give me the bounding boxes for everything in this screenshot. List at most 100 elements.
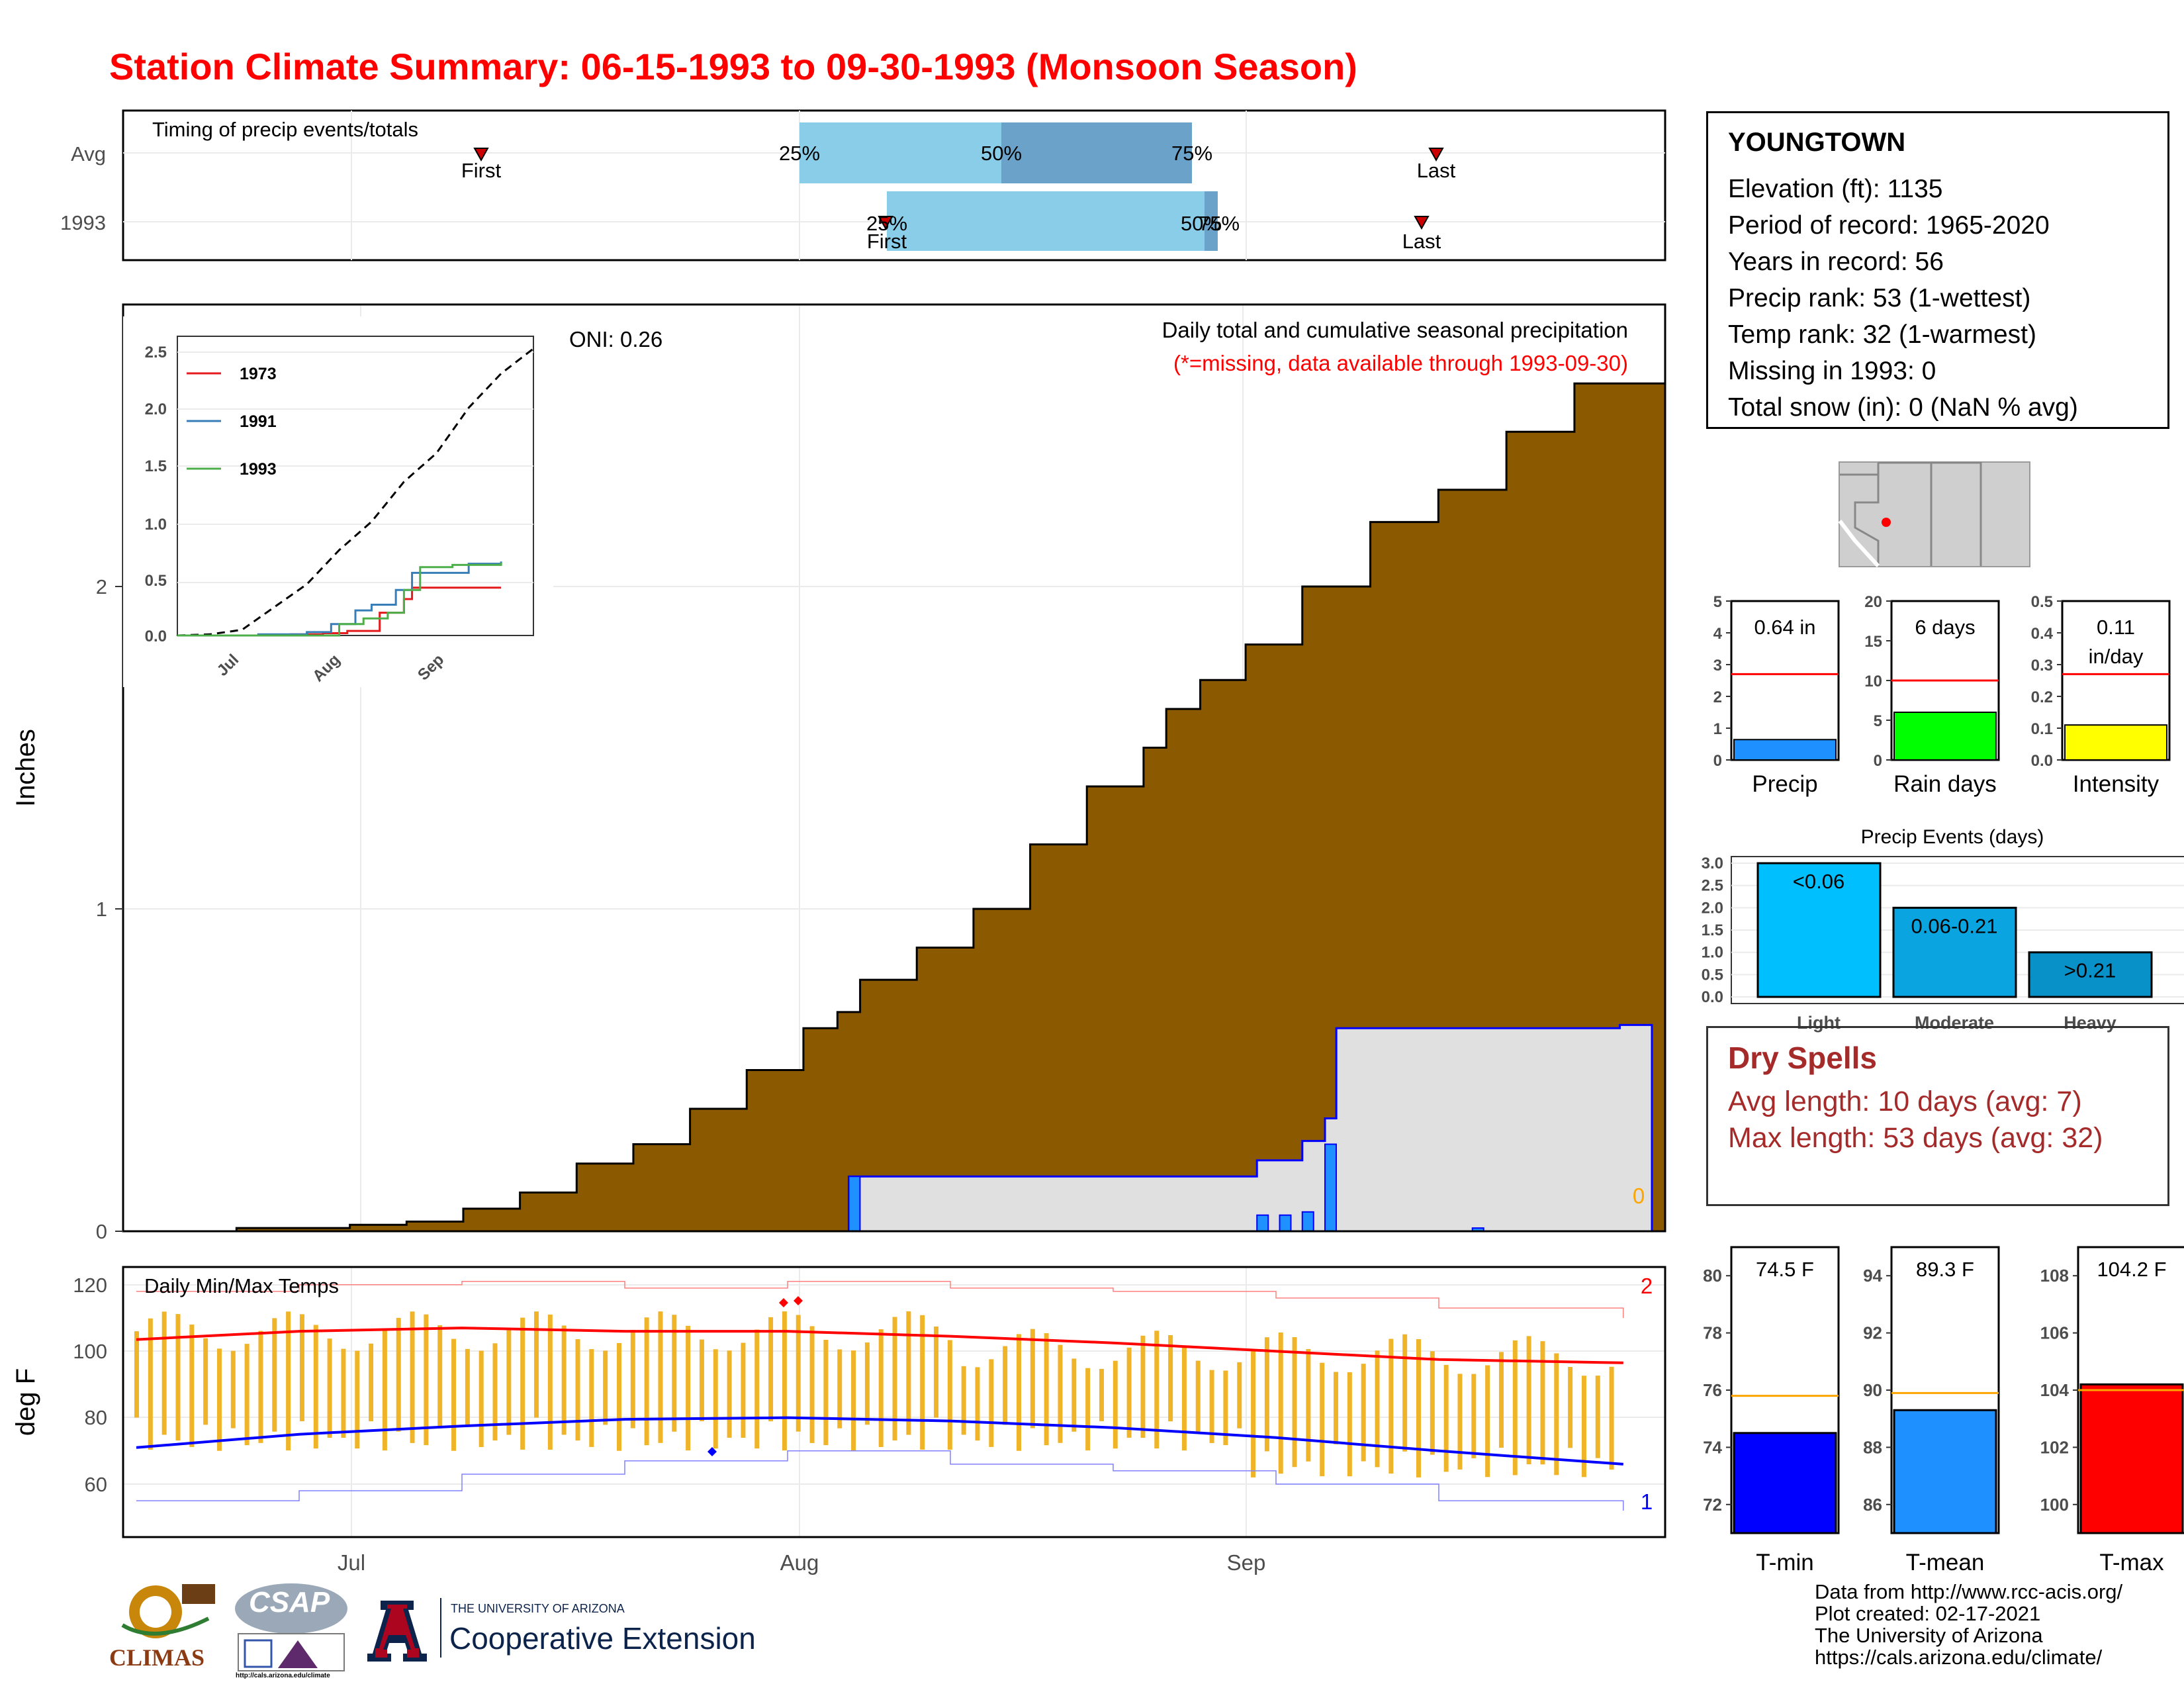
daily-temp-bar xyxy=(1526,1336,1531,1465)
daily-temp-bar xyxy=(203,1338,208,1425)
daily-temp-bar xyxy=(396,1317,401,1432)
daily-temp-bar xyxy=(1568,1367,1573,1448)
obs-25-50-bar xyxy=(887,191,1205,251)
mini-bar-charts: 0 1 2 3 4 5 0.64 in Precip 0 5 10 15 20 6 days Rain da… xyxy=(1713,593,2171,797)
daily-temp-bar xyxy=(520,1317,525,1450)
temp-bar-tick: 86 xyxy=(1863,1495,1882,1515)
temp-bar-label: T-mean xyxy=(1906,1550,1985,1575)
daily-temp-bar xyxy=(534,1311,539,1418)
daily-temp-bar xyxy=(561,1325,567,1435)
temp-bar-tick: 104 xyxy=(2040,1380,2070,1400)
temp-bar-value xyxy=(1893,1409,1997,1534)
daily-temp-bar xyxy=(1085,1368,1091,1451)
daily-temp-bar xyxy=(616,1342,621,1451)
locator-map xyxy=(1839,461,2030,567)
legend-label-1993: 1993 xyxy=(240,460,277,479)
avg-50-75-bar xyxy=(1001,122,1192,183)
events-y-tick: 1.0 xyxy=(1702,944,1723,962)
station-temp-rank: Temp rank: 32 (1-warmest) xyxy=(1728,320,2036,349)
legend-label-1973: 1973 xyxy=(240,365,277,383)
precip-chart: 0 1 2 Inches ONI: 0.26 Daily total and c… xyxy=(11,303,1666,1243)
daily-temp-bar xyxy=(244,1344,250,1446)
daily-temp-bar xyxy=(230,1350,236,1429)
temp-bar-tick: 106 xyxy=(2040,1323,2069,1343)
observed-cumulative-area xyxy=(123,1023,1653,1233)
temp-bar-tick: 90 xyxy=(1863,1380,1882,1400)
events-y-tick: 2.0 xyxy=(1702,899,1723,917)
station-snow: Total snow (in): 0 (NaN % avg) xyxy=(1728,393,2078,422)
temp-bar-label: T-min xyxy=(1756,1550,1814,1575)
obs-50-75-bar xyxy=(1205,191,1218,251)
inset-legend: 1973 1991 1993 xyxy=(187,365,277,479)
events-y-tick: 3.0 xyxy=(1702,855,1723,872)
events-bar-moderate xyxy=(1892,906,2017,998)
inset-average-line xyxy=(177,348,534,637)
precip-y-ticks: 0 1 2 xyxy=(96,575,107,1243)
avg-first-label: First xyxy=(461,159,502,182)
obs-p75-label: 75% xyxy=(1199,212,1240,235)
daily-temp-bar xyxy=(134,1331,139,1418)
events-y-tick: 0.5 xyxy=(1702,966,1723,984)
obs-p25-label: 25% xyxy=(866,212,907,235)
daily-temp-bar xyxy=(1306,1349,1311,1462)
record-low-line xyxy=(136,1450,1624,1511)
mini-bar-label: Intensity xyxy=(2073,771,2160,797)
temp-y-tick-80: 80 xyxy=(85,1406,107,1429)
ua-big-text: Cooperative Extension xyxy=(449,1621,756,1656)
temp-y-tick-120: 120 xyxy=(73,1274,107,1297)
daily-temp-bar xyxy=(699,1339,704,1421)
daily-temp-bar xyxy=(1347,1372,1352,1477)
daily-temp-bar xyxy=(492,1343,498,1441)
record-low-count: 1 xyxy=(1641,1489,1653,1514)
temp-bar-t-max: 100 102 104 106 108 104.2 F T-max xyxy=(2040,1246,2184,1575)
precip-events-chart: Precip Events (days) 0.0 0.5 1.0 1.5 2.0 2.5 3… xyxy=(1702,826,2184,1033)
daily-temp-bar xyxy=(686,1325,691,1451)
daily-temp-bar xyxy=(1416,1339,1422,1477)
dry-spells-max: Max length: 53 days (avg: 32) xyxy=(1728,1122,2103,1154)
temp-ylabel: deg F xyxy=(11,1368,40,1436)
daily-temp-bar xyxy=(1168,1335,1173,1422)
temp-bar-tick: 92 xyxy=(1863,1323,1882,1343)
daily-temp-bar xyxy=(961,1366,966,1435)
inset-series-1991 xyxy=(177,561,502,637)
station-missing: Missing in 1993: 0 xyxy=(1728,357,1936,385)
mini-bar-tick: 0.2 xyxy=(2031,688,2053,706)
inset-chart: 0.0 0.5 1.0 1.5 2.0 2.5 Jul Aug Sep 1973… xyxy=(123,316,553,687)
temp-bar-t-mean: 86 88 90 92 94 89.3 F T-mean xyxy=(1863,1246,2000,1575)
temp-bar-tick: 94 xyxy=(1863,1266,1882,1286)
x-tick-jul: Jul xyxy=(338,1550,365,1575)
station-location-dot xyxy=(1882,518,1891,527)
mini-bar-value xyxy=(2064,724,2167,761)
mini-bar-tick: 5 xyxy=(1874,712,1882,730)
daily-temp-bar xyxy=(1126,1347,1132,1438)
temp-bar-tick: 72 xyxy=(1703,1495,1722,1515)
y-tick-0: 0 xyxy=(96,1220,107,1243)
record-high-count: 2 xyxy=(1641,1274,1653,1298)
mini-bar-label: Rain days xyxy=(1893,771,1997,797)
inset-series-1993 xyxy=(177,562,502,637)
daily-temp-bar xyxy=(630,1330,635,1429)
timing-row-1993-label: 1993 xyxy=(60,211,106,234)
daily-temp-bar xyxy=(1181,1346,1187,1451)
temp-bar-tick: 108 xyxy=(2040,1266,2069,1286)
station-info-box: YOUNGTOWN Elevation (ft): 1135 Period of… xyxy=(1706,111,2169,429)
dry-spells-box: Dry Spells Avg length: 10 days (avg: 7) … xyxy=(1706,1026,2169,1206)
daily-temp-bar xyxy=(809,1326,815,1443)
mini-bar-value-label: 0.64 in xyxy=(1754,616,1815,639)
mini-bar-tick: 0.4 xyxy=(2031,625,2054,643)
mini-bar-tick: 1 xyxy=(1713,720,1722,738)
mini-bar-tick: 0.0 xyxy=(2031,752,2053,770)
csap-text: CSAP xyxy=(249,1586,330,1618)
temp-bar-charts: 72 74 76 78 80 74.5 F T-min 86 88 90 92 94 89.3 F T-m… xyxy=(1703,1246,2184,1575)
daily-temp-bar xyxy=(975,1367,980,1441)
missing-note: (*=missing, data available through 1993-… xyxy=(1173,351,1628,375)
temp-bar-tick: 80 xyxy=(1703,1266,1722,1286)
mini-bar-precip: 0 1 2 3 4 5 0.64 in Precip xyxy=(1713,593,1840,797)
daily-temp-bar xyxy=(878,1329,884,1447)
obs-last-label: Last xyxy=(1402,230,1441,253)
daily-temp-bar xyxy=(906,1311,911,1435)
station-precip-rank: Precip rank: 53 (1-wettest) xyxy=(1728,284,2031,312)
ua-extension-logo: THE UNIVERSITY OF ARIZONA Cooperative Ex… xyxy=(361,1595,756,1668)
temp-bar-value-label: 89.3 F xyxy=(1916,1258,1974,1281)
credit-url: https://cals.arizona.edu/climate/ xyxy=(1815,1646,2103,1669)
